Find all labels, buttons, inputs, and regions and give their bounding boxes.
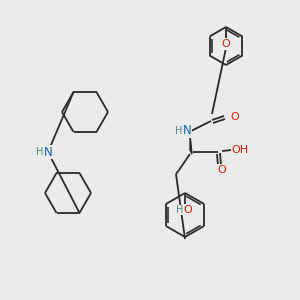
- Text: H: H: [176, 205, 184, 215]
- Text: O: O: [222, 39, 230, 49]
- Polygon shape: [190, 135, 192, 154]
- Text: O: O: [218, 165, 226, 175]
- Text: H: H: [175, 126, 183, 136]
- Text: H: H: [36, 147, 44, 157]
- Text: N: N: [183, 124, 191, 137]
- Text: O: O: [231, 112, 239, 122]
- Text: OH: OH: [231, 145, 249, 155]
- Text: N: N: [44, 146, 52, 158]
- Text: O: O: [184, 205, 192, 215]
